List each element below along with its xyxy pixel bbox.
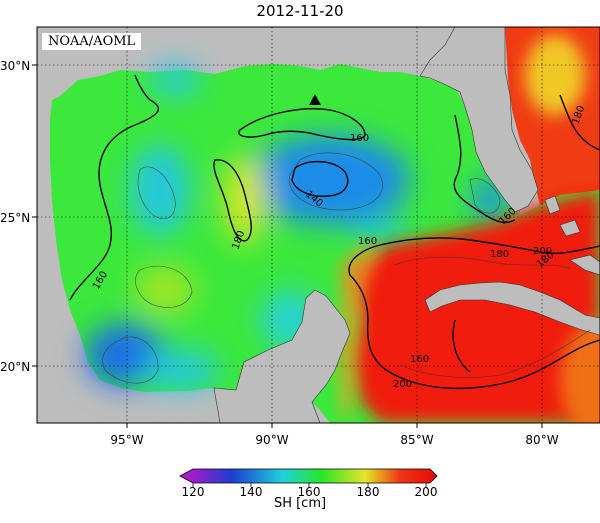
lon-tick-label: 95°W (110, 433, 143, 447)
map-title: 2012-11-20 (256, 2, 344, 20)
credit-label: NOAA/AOML (42, 33, 142, 50)
tick-marks (32, 64, 543, 428)
colorbar-bar (179, 468, 438, 484)
colorbar: 120 140 160 180 200 (179, 468, 438, 499)
lat-tick-labels: 30°N 25°N 20°N (0, 59, 30, 374)
contour-label: 180 (490, 249, 509, 260)
colorbar-tick-label: 180 (357, 485, 380, 499)
contour-label: 160 (358, 236, 377, 247)
lat-tick-label: 20°N (0, 360, 30, 374)
colorbar-tick-label: 160 (298, 485, 321, 499)
colorbar-tick-label: 140 (240, 485, 263, 499)
cuba (424, 281, 600, 336)
lat-tick-label: 25°N (0, 211, 30, 225)
contour-label: 200 (393, 379, 412, 390)
lon-tick-label: 80°W (525, 433, 558, 447)
gridlines (37, 27, 600, 423)
contour-label: 200 (533, 246, 552, 257)
land-masses (213, 27, 600, 423)
colorbar-tick-label: 200 (415, 485, 438, 499)
lon-tick-label: 85°W (400, 433, 433, 447)
contour-lines (69, 74, 600, 390)
colorbar-tick-label: 120 (182, 485, 205, 499)
contour-label: 160 (410, 354, 429, 365)
colorbar-label: SH [cm] (273, 496, 327, 511)
florida (419, 27, 539, 213)
map-frame (36, 26, 600, 424)
ocean-field (50, 27, 600, 423)
lon-tick-labels: 95°W 90°W 85°W 80°W (110, 433, 558, 447)
contour-label: 160 (350, 133, 369, 144)
lat-tick-label: 30°N (0, 59, 30, 73)
triangle-marker (309, 94, 321, 105)
lon-tick-label: 90°W (255, 433, 288, 447)
